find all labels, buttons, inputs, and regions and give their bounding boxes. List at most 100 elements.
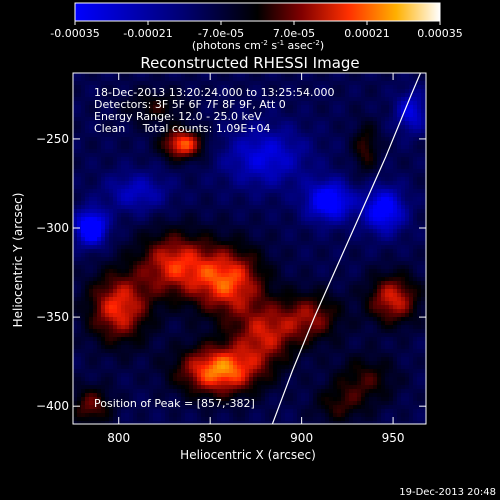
heatmap-cell [225,201,230,206]
heatmap-cell [381,229,386,234]
heatmap-cell [333,237,338,242]
heatmap-cell [101,81,106,86]
heatmap-cell [241,249,246,254]
heatmap-cell [321,205,326,210]
heatmap-cell [129,285,134,290]
heatmap-cell [329,73,334,78]
heatmap-cell [137,157,142,162]
heatmap-cell [77,253,82,258]
heatmap-cell [405,125,410,130]
heatmap-cell [177,149,182,154]
heatmap-cell [293,89,298,94]
heatmap-cell [129,273,134,278]
heatmap-cell [377,205,382,210]
heatmap-cell [229,73,234,78]
heatmap-cell [229,141,234,146]
heatmap-cell [293,281,298,286]
heatmap-cell [141,177,146,182]
heatmap-cell [89,161,94,166]
heatmap-cell [229,201,234,206]
heatmap-cell [77,205,82,210]
heatmap-cell [101,221,106,226]
heatmap-cell [321,165,326,170]
heatmap-cell [93,121,98,126]
heatmap-cell [313,281,318,286]
heatmap-cell [341,161,346,166]
heatmap-cell [105,129,110,134]
heatmap-cell [329,149,334,154]
heatmap-cell [413,133,418,138]
heatmap-cell [321,109,326,114]
heatmap-cell [97,205,102,210]
heatmap-cell [229,153,234,158]
heatmap-cell [89,197,94,202]
heatmap-cell [101,237,106,242]
heatmap-cell [213,241,218,246]
heatmap-cell [85,197,90,202]
heatmap-cell [213,81,218,86]
heatmap-cell [257,169,262,174]
heatmap-cell [393,241,398,246]
heatmap-cell [213,197,218,202]
heatmap-cell [257,177,262,182]
heatmap-cell [313,241,318,246]
heatmap-cell [393,261,398,266]
heatmap-cell [341,197,346,202]
heatmap-cell [385,249,390,254]
heatmap-cell [81,289,86,294]
heatmap-cell [241,269,246,274]
heatmap-cell [397,221,402,226]
heatmap-cell [161,205,166,210]
heatmap-cell [109,261,114,266]
heatmap-cell [125,133,130,138]
heatmap-cell [417,253,422,258]
heatmap-cell [265,149,270,154]
heatmap-cell [217,113,222,118]
heatmap-cell [333,161,338,166]
heatmap-cell [169,233,174,238]
heatmap-cell [241,205,246,210]
heatmap-cell [353,261,358,266]
heatmap-cell [253,157,258,162]
heatmap-cell [321,121,326,126]
heatmap-cell [149,257,154,262]
heatmap-cell [265,245,270,250]
heatmap-cell [209,189,214,194]
heatmap-cell [417,109,422,114]
heatmap-cell [109,105,114,110]
heatmap-cell [253,245,258,250]
heatmap-cell [205,109,210,114]
heatmap-cell [409,161,414,166]
heatmap-cell [377,77,382,82]
heatmap-cell [205,281,210,286]
heatmap-cell [245,249,250,254]
heatmap-cell [113,289,118,294]
heatmap-cell [137,277,142,282]
heatmap-cell [225,105,230,110]
heatmap-cell [393,113,398,118]
heatmap-cell [397,217,402,222]
heatmap-cell [401,129,406,134]
heatmap-cell [237,169,242,174]
heatmap-cell [293,221,298,226]
heatmap-cell [229,85,234,90]
heatmap-cell [289,109,294,114]
heatmap-cell [89,181,94,186]
heatmap-cell [145,233,150,238]
heatmap-cell [325,257,330,262]
heatmap-cell [89,273,94,278]
heatmap-cell [329,129,334,134]
heatmap-cell [205,161,210,166]
heatmap-cell [237,193,242,198]
heatmap-cell [249,229,254,234]
heatmap-cell [329,281,334,286]
heatmap-cell [297,201,302,206]
heatmap-cell [193,105,198,110]
heatmap-cell [77,101,82,106]
heatmap-cell [385,229,390,234]
heatmap-cell [165,217,170,222]
heatmap-cell [361,249,366,254]
heatmap-cell [173,97,178,102]
heatmap-cell [261,237,266,242]
heatmap-cell [405,129,410,134]
